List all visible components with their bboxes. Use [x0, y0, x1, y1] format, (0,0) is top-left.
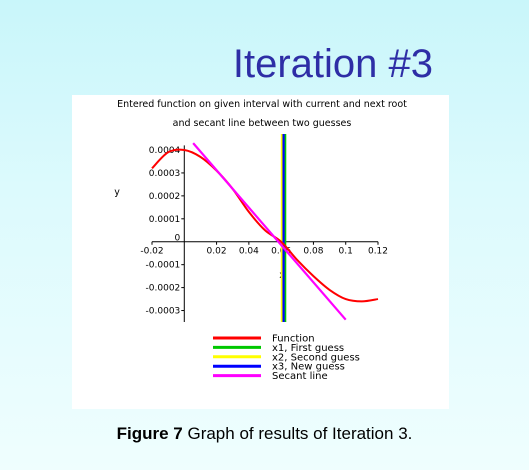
chart-svg: Entered function on given interval with …: [114, 99, 407, 382]
chart-title-line-1: Entered function on given interval with …: [117, 99, 407, 110]
legend-label-function: Function: [272, 334, 315, 345]
legend-label-x2-second-guess: x2, Second guess: [272, 352, 360, 363]
y-tick-label: 0.0002: [149, 192, 181, 202]
y-tick-label: 0.0004: [149, 146, 181, 156]
x-tick-label: 0.04: [239, 247, 259, 257]
series-line-function: [151, 148, 379, 303]
legend-label-secant-line: Secant line: [272, 371, 328, 382]
y-tick-label: 0.0001: [149, 215, 181, 225]
legend-label-x1-first-guess: x1, First guess: [272, 343, 344, 354]
y-tick-label: -0.0002: [146, 284, 181, 294]
chart-title-line-2: and secant line between two guesses: [173, 118, 352, 129]
x-tick-label: 0.1: [339, 247, 353, 257]
y-axis-label: y: [114, 187, 120, 198]
y-tick-label: -0.0001: [146, 261, 181, 271]
slide-title: Iteration #3: [232, 42, 433, 86]
chart-panel: Entered function on given interval with …: [72, 95, 449, 409]
y-tick-label: 0: [175, 234, 181, 244]
series-line-secant-line: [192, 142, 347, 321]
caption-text: Graph of results of Iteration 3.: [182, 424, 413, 443]
x-tick-label: 0.02: [207, 247, 227, 257]
legend-label-x3-new-guess: x3, New guess: [272, 362, 345, 373]
x-tick-label: -0.02: [140, 247, 163, 257]
y-tick-label: -0.0003: [146, 307, 181, 317]
x-tick-label: 0.12: [368, 247, 388, 257]
caption-label: Figure 7: [116, 424, 183, 443]
x-tick-label: 0.08: [303, 247, 323, 257]
y-tick-label: 0.0003: [149, 169, 181, 179]
figure-caption: Figure 7 Graph of results of Iteration 3…: [0, 424, 529, 444]
